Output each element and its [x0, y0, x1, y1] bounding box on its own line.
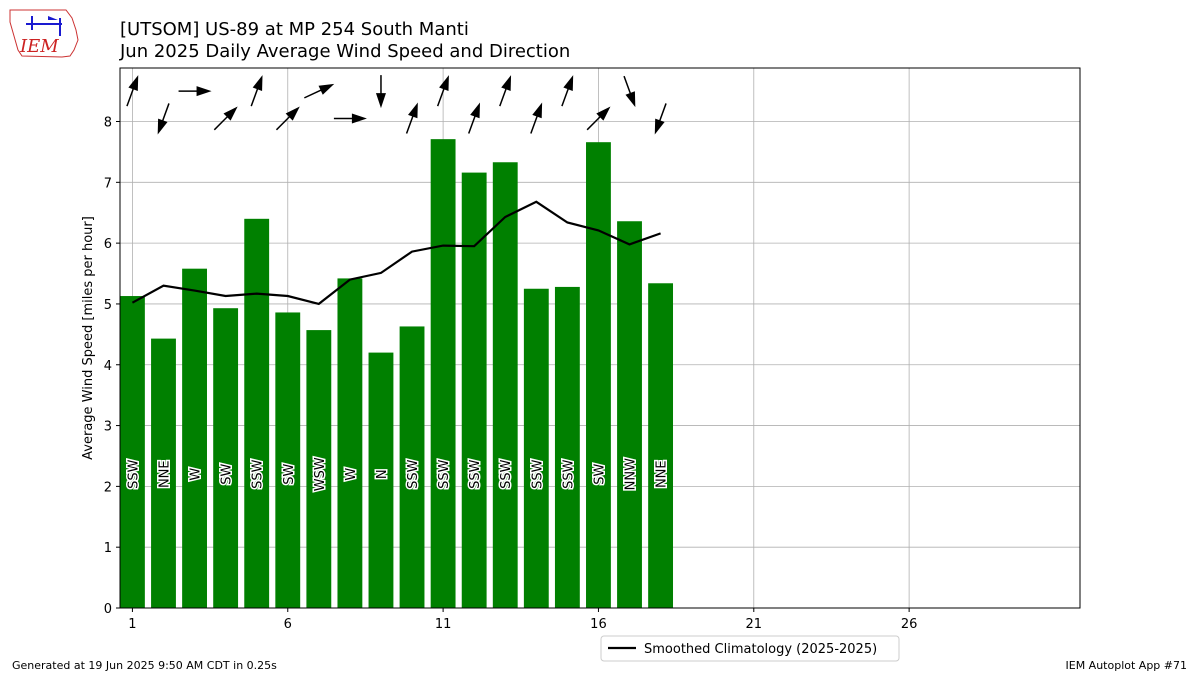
x-axis-ticks: 1 6 11 16 21 26: [128, 608, 917, 632]
direction-label: SSW: [251, 459, 266, 489]
wind-arrow: [275, 106, 300, 131]
direction-label: SSW: [561, 459, 576, 489]
y-tick-label: 2: [104, 480, 112, 495]
direction-label: WSW: [313, 457, 328, 491]
app-label: IEM Autoplot App #71: [1066, 659, 1188, 672]
wind-arrow: [467, 102, 480, 134]
y-axis-ticks: 0 1 2 3 4 5 6 7 8: [104, 116, 120, 617]
wind-arrow: [561, 75, 574, 107]
direction-label: NNW: [624, 458, 639, 490]
iem-logo: IEM: [9, 9, 79, 58]
bar: [399, 326, 425, 608]
legend-box: [600, 635, 900, 662]
y-tick-label: 7: [104, 176, 112, 191]
y-axis-label: Average Wind Speed [miles per hour]: [81, 216, 96, 460]
bar: [151, 338, 176, 608]
wind-direction-arrows: [126, 75, 667, 135]
legend-entry: Smoothed Climatology (2025-2025): [644, 642, 877, 657]
direction-label: NNE: [157, 460, 172, 488]
direction-label: NNE: [655, 460, 670, 488]
logo-text: IEM: [19, 36, 59, 57]
climatology-line: [131, 200, 661, 306]
wind-arrow: [375, 75, 386, 109]
y-tick-label: 1: [104, 541, 112, 556]
bar: [430, 139, 456, 608]
bar: [182, 268, 207, 608]
x-tick-label: 1: [128, 617, 136, 632]
wind-arrow: [530, 102, 543, 134]
y-tick-label: 5: [104, 298, 112, 313]
direction-label: SW: [220, 464, 235, 485]
direction-label: SSW: [126, 459, 141, 489]
generated-timestamp: Generated at 19 Jun 2025 9:50 AM CDT in …: [12, 659, 277, 672]
plot-frame: [119, 67, 1081, 609]
wind-arrow: [405, 102, 418, 134]
x-tick-label: 21: [746, 617, 763, 632]
wind-arrow: [499, 75, 512, 107]
bar: [275, 312, 301, 608]
y-tick-label: 8: [104, 116, 112, 131]
x-tick-label: 16: [590, 617, 607, 632]
bar: [492, 162, 518, 608]
bar: [586, 142, 611, 608]
bar: [523, 288, 549, 608]
x-tick-label: 6: [284, 617, 292, 632]
wind-arrow: [213, 106, 238, 131]
bar: [120, 296, 145, 608]
bar: [337, 278, 363, 608]
bar: [306, 330, 332, 608]
direction-label: SW: [592, 464, 607, 485]
x-tick-label: 11: [435, 617, 452, 632]
wind-arrow: [623, 75, 636, 108]
wind-arrow: [304, 83, 335, 99]
direction-label: SSW: [437, 459, 452, 489]
bar: [648, 283, 674, 608]
direction-label: SSW: [468, 459, 483, 489]
bar: [244, 218, 270, 609]
direction-label: W: [344, 468, 359, 481]
direction-label: N: [375, 469, 390, 479]
wind-arrow: [157, 103, 170, 135]
wind-arrow: [250, 75, 263, 107]
bar-series: [120, 139, 674, 609]
y-tick-label: 3: [104, 420, 112, 435]
y-tick-label: 6: [104, 237, 112, 252]
chart-subtitle: Jun 2025 Daily Average Wind Speed and Di…: [119, 41, 570, 62]
direction-label: W: [189, 468, 204, 481]
direction-label: SSW: [499, 459, 514, 489]
bar: [213, 308, 239, 608]
wind-arrow: [654, 103, 667, 135]
bar: [368, 352, 394, 608]
wind-arrow: [586, 106, 611, 131]
direction-label: SSW: [406, 459, 421, 489]
bar: [617, 221, 642, 609]
direction-labels: SSW NNE W SW SSW SW WSW W N SSW SSW SSW SSW SSW SSW SW N…: [125, 456, 671, 493]
direction-label: SW: [282, 464, 297, 485]
direction-label: SSW: [530, 459, 545, 489]
y-tick-label: 0: [104, 602, 112, 617]
y-tick-label: 4: [104, 359, 112, 374]
legend: Smoothed Climatology (2025-2025): [600, 635, 900, 662]
wind-arrow: [178, 86, 212, 97]
bar: [554, 286, 580, 608]
x-tick-label: 26: [901, 617, 918, 632]
wind-arrow: [333, 113, 367, 124]
chart-title: [UTSOM] US-89 at MP 254 South Manti: [120, 19, 469, 40]
wind-arrow: [126, 75, 139, 107]
wind-arrow: [436, 75, 449, 107]
